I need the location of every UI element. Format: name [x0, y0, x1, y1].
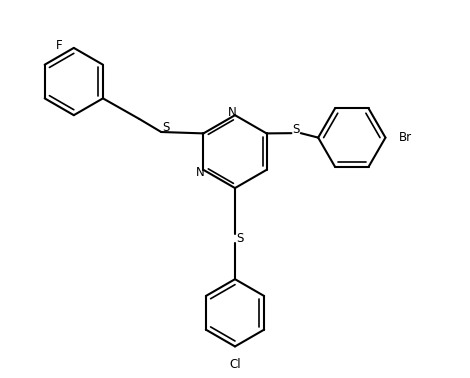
Text: S: S [292, 123, 300, 136]
Text: S: S [162, 121, 170, 134]
Text: F: F [55, 39, 62, 52]
Text: S: S [236, 232, 243, 245]
Text: Br: Br [399, 131, 412, 144]
Text: Cl: Cl [229, 358, 241, 371]
Text: N: N [196, 166, 205, 179]
Text: N: N [228, 106, 236, 119]
